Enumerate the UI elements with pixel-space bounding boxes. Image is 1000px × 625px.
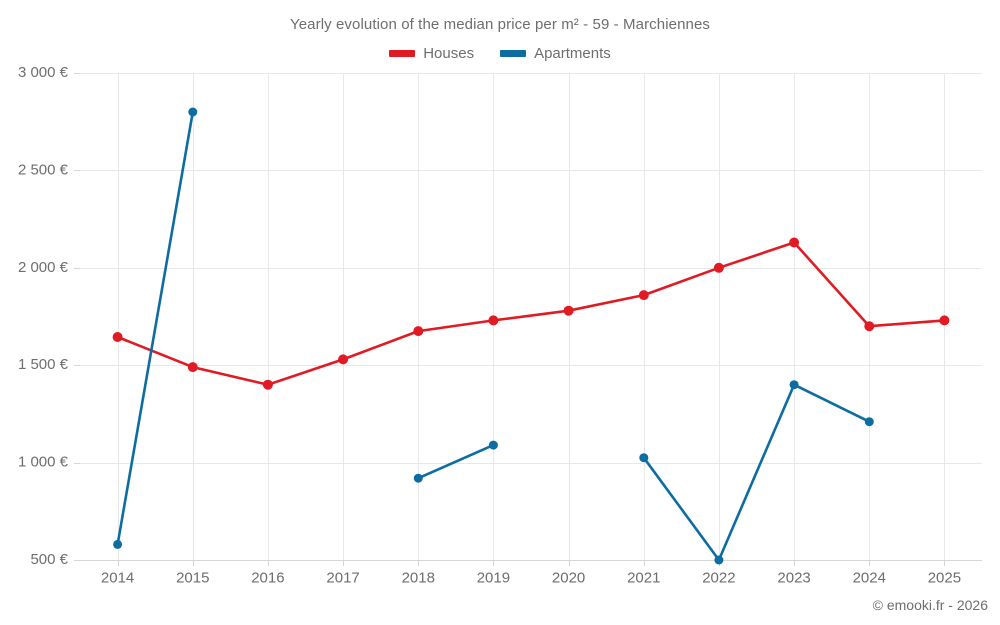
data-point[interactable]: [112, 332, 123, 342]
y-axis-tick-label: 3 000 €: [18, 64, 69, 81]
series-line: [417, 443, 495, 480]
y-axis-tick-label: 2 500 €: [18, 161, 69, 178]
data-point[interactable]: [113, 539, 123, 549]
data-point[interactable]: [789, 237, 800, 248]
data-point[interactable]: [188, 107, 198, 117]
y-axis-tick-label: 1 000 €: [18, 454, 69, 471]
legend-label-houses: Houses: [423, 45, 475, 62]
data-point[interactable]: [488, 440, 498, 450]
x-axis-tick-label: 2022: [702, 569, 735, 586]
x-axis-tick-label: 2017: [326, 569, 359, 586]
x-axis-tick-label: 2015: [176, 569, 209, 586]
x-axis-tick-label: 2021: [627, 569, 660, 586]
x-axis-tick-label: 2023: [777, 569, 810, 586]
data-point[interactable]: [789, 380, 799, 390]
x-axis-tick-label: 2014: [101, 569, 134, 586]
copyright-credit: © emooki.fr - 2026: [872, 597, 988, 613]
legend-item-houses[interactable]: Houses: [389, 45, 474, 62]
series-line: [116, 241, 946, 386]
legend-swatch-apartments: [500, 50, 527, 57]
data-point[interactable]: [563, 305, 574, 316]
data-point[interactable]: [413, 326, 424, 337]
data-point[interactable]: [338, 354, 349, 365]
data-point[interactable]: [488, 315, 499, 326]
data-point[interactable]: [413, 473, 423, 483]
legend-label-apartments: Apartments: [534, 45, 611, 62]
x-axis-tick-label: 2019: [477, 569, 510, 586]
chart-legend: Houses Apartments: [0, 45, 1000, 62]
series-houses: [112, 237, 950, 390]
legend-swatch-houses: [389, 50, 416, 57]
y-axis-tick-label: 500 €: [30, 551, 68, 568]
x-axis-tick-label: 2025: [928, 569, 961, 586]
x-axis-tick-label: 2020: [552, 569, 585, 586]
x-axis-tick-label: 2016: [251, 569, 284, 586]
chart-title: Yearly evolution of the median price per…: [289, 16, 711, 33]
series-apartments: [113, 107, 874, 565]
data-point[interactable]: [714, 555, 724, 565]
x-axis-tick-label: 2018: [402, 569, 435, 586]
data-point[interactable]: [864, 417, 874, 427]
series-line: [642, 383, 871, 562]
data-point[interactable]: [864, 321, 875, 332]
data-point[interactable]: [939, 315, 950, 326]
legend-item-apartments[interactable]: Apartments: [500, 45, 611, 62]
series-line: [116, 110, 195, 546]
data-point[interactable]: [638, 290, 649, 301]
data-point[interactable]: [713, 262, 724, 273]
data-point[interactable]: [262, 379, 273, 390]
y-axis-tick-label: 1 500 €: [18, 356, 69, 373]
x-axis-tick-label: 2024: [853, 569, 886, 586]
data-point[interactable]: [639, 453, 649, 463]
data-point[interactable]: [187, 362, 198, 373]
y-axis-tick-label: 2 000 €: [18, 259, 69, 276]
